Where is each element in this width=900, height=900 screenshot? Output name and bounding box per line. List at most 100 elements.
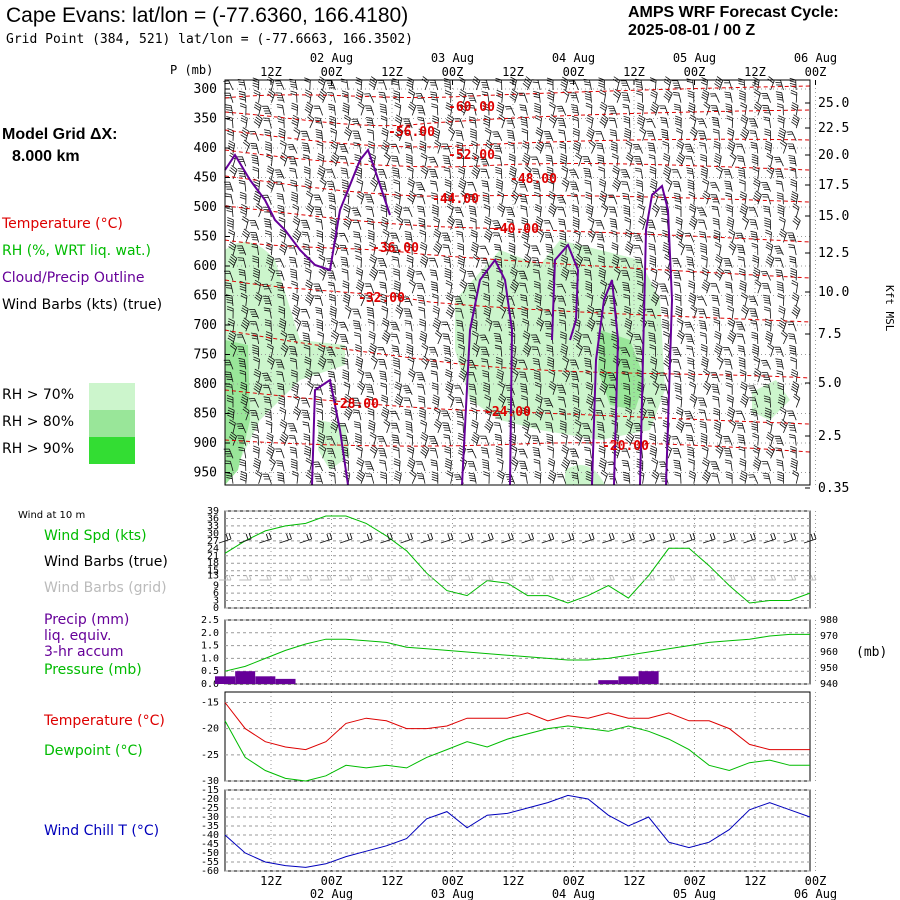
wind-barb <box>676 152 686 167</box>
pressure-tick-label-right: 950 <box>820 663 838 674</box>
wind-barb <box>547 178 555 192</box>
wind-barb <box>431 115 439 129</box>
wind-barb <box>460 190 468 205</box>
wind-barb-grid <box>541 574 555 581</box>
wind-barb <box>415 271 426 281</box>
wind-barb <box>715 431 723 446</box>
wind-barb <box>751 242 759 256</box>
wind-barb <box>687 357 695 370</box>
wind-barb <box>392 357 400 370</box>
wind-barb <box>673 370 682 383</box>
wind-barb <box>456 420 464 433</box>
wind-barb <box>697 219 707 230</box>
temperature-line <box>224 702 810 751</box>
wind-barb <box>702 380 712 395</box>
wind-barb <box>381 127 389 141</box>
wind-barb <box>252 344 259 357</box>
wind-barb <box>599 114 609 129</box>
wind-barb <box>458 101 468 116</box>
wind-barb <box>780 330 788 345</box>
wind-barb <box>264 129 272 141</box>
wind-barb <box>494 433 503 446</box>
wind-barb-grid <box>299 574 313 581</box>
wind-barb <box>351 207 362 218</box>
wind-barb <box>698 320 707 332</box>
wind-barb <box>765 330 773 345</box>
wind-barb <box>558 319 567 332</box>
wind-barb <box>237 435 247 446</box>
wind-barb <box>569 359 579 370</box>
wind-barb <box>738 179 746 192</box>
wind-barb <box>227 128 234 141</box>
wind-barb <box>237 168 247 179</box>
wind-barb <box>531 168 541 179</box>
wind-barb <box>391 155 400 167</box>
wind-barb <box>547 469 557 484</box>
wind-barb <box>418 407 426 421</box>
wind-barb <box>480 79 490 91</box>
wind-barb <box>763 395 771 408</box>
wind-barb <box>457 254 465 268</box>
wind-barb <box>291 470 299 484</box>
wind-barb <box>776 192 784 205</box>
wind-barb <box>253 101 262 116</box>
wind-barb <box>671 80 682 91</box>
chart-title: Cape Evans: lat/lon = (-77.6360, 166.418… <box>6 4 409 27</box>
legend-rh70-label: RH > 70% <box>2 387 75 403</box>
wind-barb <box>403 397 413 408</box>
wind-barb <box>649 445 657 459</box>
height-tick-label: 20.0 <box>818 148 849 163</box>
wind-barb <box>430 281 439 294</box>
wind-barb <box>238 357 247 370</box>
wind-barb <box>685 244 695 256</box>
wind-barb <box>226 217 234 230</box>
wind-barb <box>264 230 272 243</box>
wind-barb <box>471 431 480 446</box>
wind-barb <box>303 344 311 357</box>
wind-barb <box>341 268 349 281</box>
precip-tick-label: 2.5 <box>201 615 219 626</box>
wind-barb <box>520 294 528 306</box>
legend-dewpoint: Dewpoint (°C) <box>44 743 143 759</box>
temperature-contour-label: -24.00 <box>484 405 531 420</box>
wind-barb <box>570 460 579 472</box>
wind-barb <box>355 255 362 268</box>
wind-barb <box>467 461 477 472</box>
wind-barb <box>598 267 606 281</box>
wind-barb <box>492 232 503 243</box>
wind-barb <box>418 395 426 408</box>
wind-barb <box>228 419 236 433</box>
wind-barb <box>556 194 567 205</box>
wind-barb <box>446 215 455 230</box>
wind-barb <box>404 320 413 332</box>
temperature-contour-label: -60.00 <box>448 100 495 115</box>
panel-frame <box>224 691 811 782</box>
wind-barb <box>793 393 801 408</box>
temperature-contour-label: -56.00 <box>388 125 435 140</box>
wind-barb-grid <box>561 574 575 581</box>
wind-barb <box>598 255 605 268</box>
wind-barb <box>788 244 797 256</box>
wind-barb <box>445 102 453 116</box>
wind-barb <box>288 256 298 268</box>
wind-barb <box>597 433 605 446</box>
wind-barb <box>223 448 234 459</box>
wind-barb <box>428 257 439 268</box>
wind-barb <box>393 458 401 472</box>
wind-barb <box>356 457 364 472</box>
wind-barb <box>761 194 771 205</box>
wind-barb <box>290 90 298 103</box>
wind-speed-line <box>224 515 811 604</box>
wind-barb <box>790 356 797 370</box>
wind-barb <box>750 230 759 243</box>
wind-barb-true <box>481 532 494 544</box>
wind-barb <box>621 92 631 103</box>
wind-barb-grid <box>461 574 474 581</box>
wind-barb <box>533 369 541 383</box>
wind-barb <box>688 292 697 306</box>
wind-barb <box>402 385 413 395</box>
wind-barb <box>444 268 452 281</box>
wind-barb <box>454 118 464 129</box>
wind-barb <box>253 178 261 192</box>
wind-barb <box>504 105 515 116</box>
